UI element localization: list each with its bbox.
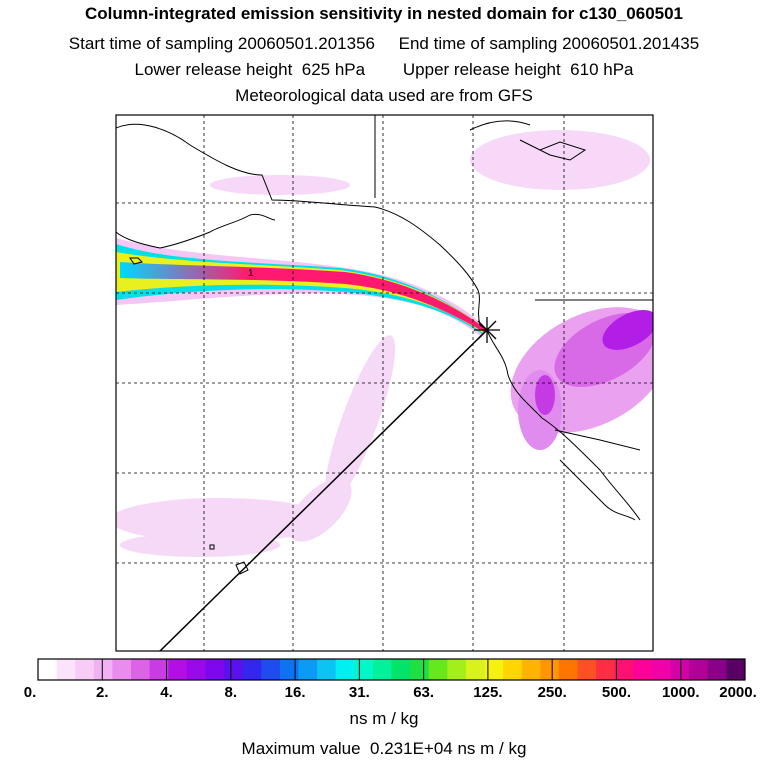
patch-north-east: [470, 130, 650, 190]
colorbar-swatch: [484, 659, 504, 680]
coastline-gulf: [519, 139, 587, 161]
colorbar-swatch: [391, 659, 411, 680]
inland-coastal-core: [535, 375, 555, 415]
faint-sensitivity-patches: [116, 130, 650, 557]
colorbar-swatch: [224, 659, 244, 680]
coastline-alaska-islands: [116, 213, 276, 249]
colorbar-swatch: [577, 659, 597, 680]
inland-sensitivity: [510, 307, 653, 450]
colorbar-swatch: [261, 659, 281, 680]
colorbar-tick-label: 2000.: [719, 684, 757, 701]
colorbar-tick-label: 8.: [224, 684, 238, 701]
colorbar-swatch: [521, 659, 541, 680]
colorbar-swatch: [670, 659, 690, 680]
colorbar-tick-label: 250.: [537, 684, 567, 701]
plume-core: [120, 262, 487, 332]
colorbar-swatch: [707, 659, 727, 680]
colorbar-swatch: [298, 659, 318, 680]
island-hawaii-small: [209, 544, 215, 550]
patch-arc-low: [288, 478, 352, 542]
colorbar-tick-label: 500.: [601, 684, 632, 701]
colorbar-tick-label: 4.: [160, 684, 173, 701]
border-us-mexico: [554, 429, 641, 451]
patch-southwest-band: [116, 498, 330, 542]
inland-strong: [602, 310, 653, 350]
colorbar-swatch: [726, 659, 746, 680]
coastline-north-pacific: [116, 123, 641, 521]
colorbar-tick-label: 16.: [284, 684, 306, 701]
page-title: Column-integrated emission sensitivity i…: [84, 4, 684, 23]
colorbar-swatch: [447, 659, 467, 680]
colorbar-swatch: [317, 659, 337, 680]
borders: [374, 115, 653, 451]
maximum-value: Maximum value 0.231E+04 ns m / kg: [241, 739, 527, 758]
coastline-baja: [559, 459, 636, 521]
colorbar-tick-label: 0.: [23, 684, 37, 701]
colorbar-swatch: [596, 659, 616, 680]
colorbar-swatch: [335, 659, 355, 680]
patch-southwest-band-2: [120, 533, 280, 557]
colorbar-swatch: [279, 659, 299, 680]
plume-cyan-band: [116, 244, 487, 334]
colorbar-swatch: [410, 659, 430, 680]
colorbar-swatch: [540, 659, 560, 680]
colorbar-swatch: [633, 659, 653, 680]
colorbar-swatch: [465, 659, 486, 680]
colorbar-swatch: [38, 659, 58, 680]
colorbar-swatch: [112, 659, 132, 680]
colorbar: [37, 658, 746, 681]
patch-arc-mid: [324, 335, 396, 505]
island-hawaii: [235, 561, 249, 575]
colorbar-swatch: [372, 659, 392, 680]
colorbar-swatch: [503, 659, 523, 680]
colorbar-tick-label: 2.: [96, 684, 109, 701]
patch-north-center: [210, 175, 350, 195]
sampling-track-line: [159, 329, 488, 651]
colorbar-frame: [37, 658, 746, 681]
emission-plume: [116, 238, 487, 336]
colorbar-swatch: [354, 659, 374, 680]
release-height-line: Lower release height 625 hPa Upper relea…: [134, 60, 634, 79]
colorbar-swatch: [558, 659, 579, 680]
colorbar-swatch: [689, 659, 709, 680]
colorbar-swatch: [242, 659, 262, 680]
coastline-hudson: [469, 120, 531, 131]
graticule: [116, 115, 653, 651]
colorbar-swatch: [75, 659, 95, 680]
colorbar-swatch: [93, 659, 113, 680]
colorbar-swatch: [186, 659, 206, 680]
release-point-marker: [474, 317, 500, 343]
colorbar-swatch: [168, 659, 188, 680]
map-frame: [115, 114, 654, 652]
colorbar-swatch: [205, 659, 225, 680]
colorbar-swatch: [131, 659, 151, 680]
colorbar-swatch: [56, 659, 76, 680]
coastline-island-chain: [129, 257, 143, 265]
colorbar-unit: ns m / kg: [349, 709, 419, 728]
colorbar-swatch: [428, 659, 448, 680]
colorbar-swatch: [651, 659, 672, 680]
contour-label: 1: [248, 268, 254, 279]
meteo-source-line: Meteorological data used are from GFS: [235, 86, 533, 105]
colorbar-tick-label: 1000.: [661, 684, 700, 701]
colorbar-tick-label: 125.: [473, 684, 503, 701]
colorbar-tick-label: 63.: [413, 684, 435, 701]
colorbar-tick-label: 31.: [348, 684, 370, 701]
colorbar-swatch: [614, 659, 634, 680]
colorbar-swatch: [149, 659, 169, 680]
sampling-time-line: Start time of sampling 20060501.201356 E…: [68, 34, 700, 53]
